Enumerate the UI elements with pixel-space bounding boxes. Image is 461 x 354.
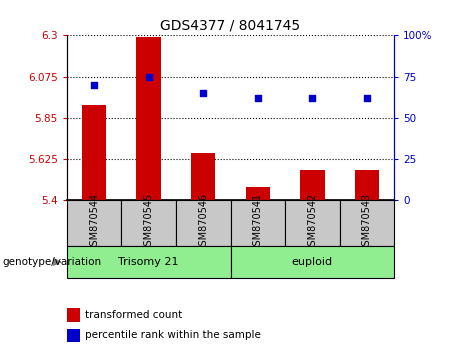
Point	[308, 95, 316, 101]
Text: percentile rank within the sample: percentile rank within the sample	[85, 330, 261, 341]
Point	[200, 90, 207, 96]
Bar	[340, 200, 394, 246]
Bar	[136, 37, 161, 200]
Text: GSM870543: GSM870543	[362, 193, 372, 252]
Bar	[246, 187, 270, 200]
Title: GDS4377 / 8041745: GDS4377 / 8041745	[160, 19, 301, 33]
Bar	[67, 329, 80, 342]
Bar	[300, 170, 325, 200]
Bar	[67, 200, 121, 246]
Bar	[67, 246, 230, 278]
Text: euploid: euploid	[292, 257, 333, 267]
Point	[254, 95, 261, 101]
Bar	[82, 105, 106, 200]
Bar	[176, 200, 230, 246]
Bar	[191, 153, 215, 200]
Text: GSM870545: GSM870545	[144, 193, 154, 252]
Text: GSM870542: GSM870542	[307, 193, 317, 252]
Text: GSM870546: GSM870546	[198, 193, 208, 252]
Text: GSM870541: GSM870541	[253, 193, 263, 252]
Point	[363, 95, 371, 101]
Text: transformed count: transformed count	[85, 310, 182, 320]
Bar	[230, 246, 394, 278]
Point	[145, 74, 152, 79]
Bar	[67, 308, 80, 321]
Bar	[355, 170, 379, 200]
Text: genotype/variation: genotype/variation	[2, 257, 101, 267]
Bar	[285, 200, 340, 246]
Point	[90, 82, 98, 88]
Text: Trisomy 21: Trisomy 21	[118, 257, 179, 267]
Bar	[230, 200, 285, 246]
Bar	[121, 200, 176, 246]
Text: GSM870544: GSM870544	[89, 193, 99, 252]
